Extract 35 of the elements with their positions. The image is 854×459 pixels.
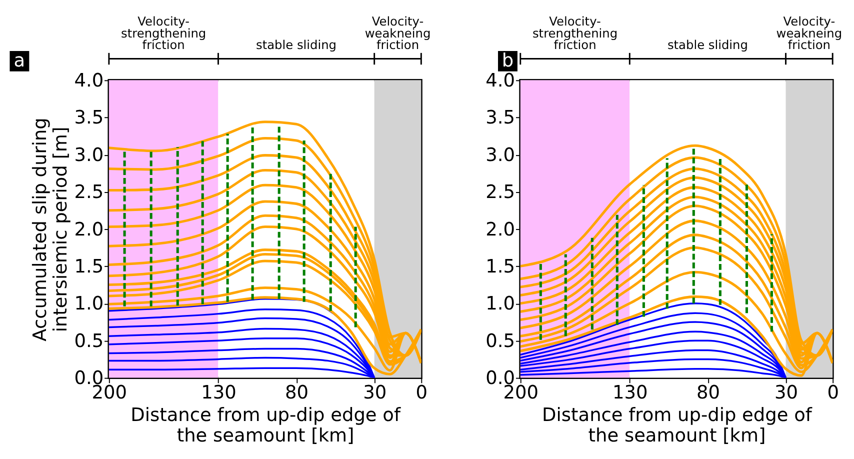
band-label: stable sliding <box>256 38 337 52</box>
y-tick-label: 3.5 <box>486 108 516 129</box>
y-tick-label: 2.0 <box>74 219 104 240</box>
x-tick-label: 30 <box>774 382 798 404</box>
y-tick-label: 1.5 <box>74 256 104 278</box>
y-tick-label: 0.5 <box>486 330 516 352</box>
y-tick-label: 0.5 <box>74 330 104 352</box>
y-tick-label: 3.5 <box>74 108 104 129</box>
band-label: Velocity- strengthening friction <box>532 14 618 52</box>
y-tick-label: 1.0 <box>74 294 104 315</box>
y-tick-label: 3.0 <box>74 144 104 166</box>
y-tick-label: 2.5 <box>74 182 104 204</box>
y-tick-label: 4.0 <box>74 70 104 92</box>
y-tick-label: 1.5 <box>486 256 516 278</box>
x-axis-title: Distance from up-dip edge of the seamount [km] <box>542 405 812 447</box>
band-label: stable sliding <box>667 38 748 52</box>
band-label: Velocity- strengthening friction <box>121 14 206 52</box>
y-tick-label: 4.0 <box>486 70 516 92</box>
y-tick-label: 2.5 <box>486 182 516 204</box>
x-axis-title: Distance from up-dip edge of the seamount [km] <box>130 405 401 447</box>
x-tick-label: 0 <box>827 382 839 404</box>
y-tick-label: 2.0 <box>486 219 516 240</box>
band-label: Velocity- weakneing friction <box>776 14 842 52</box>
x-tick-label: 80 <box>285 382 309 404</box>
y-tick-label: 3.0 <box>486 144 516 166</box>
y-tick-label: 1.0 <box>486 294 516 315</box>
x-tick-label: 130 <box>201 382 236 404</box>
x-tick-label: 130 <box>612 382 648 404</box>
chart-title: b <box>502 50 514 72</box>
x-tick-label: 0 <box>416 382 428 404</box>
x-tick-label: 30 <box>363 382 387 404</box>
chart-title: a <box>14 50 26 72</box>
y-axis-title: Accumulated slip during intersiemic period [m] <box>30 118 72 342</box>
x-tick-label: 80 <box>696 382 720 404</box>
band-label: Velocity- weakneing friction <box>364 14 431 52</box>
